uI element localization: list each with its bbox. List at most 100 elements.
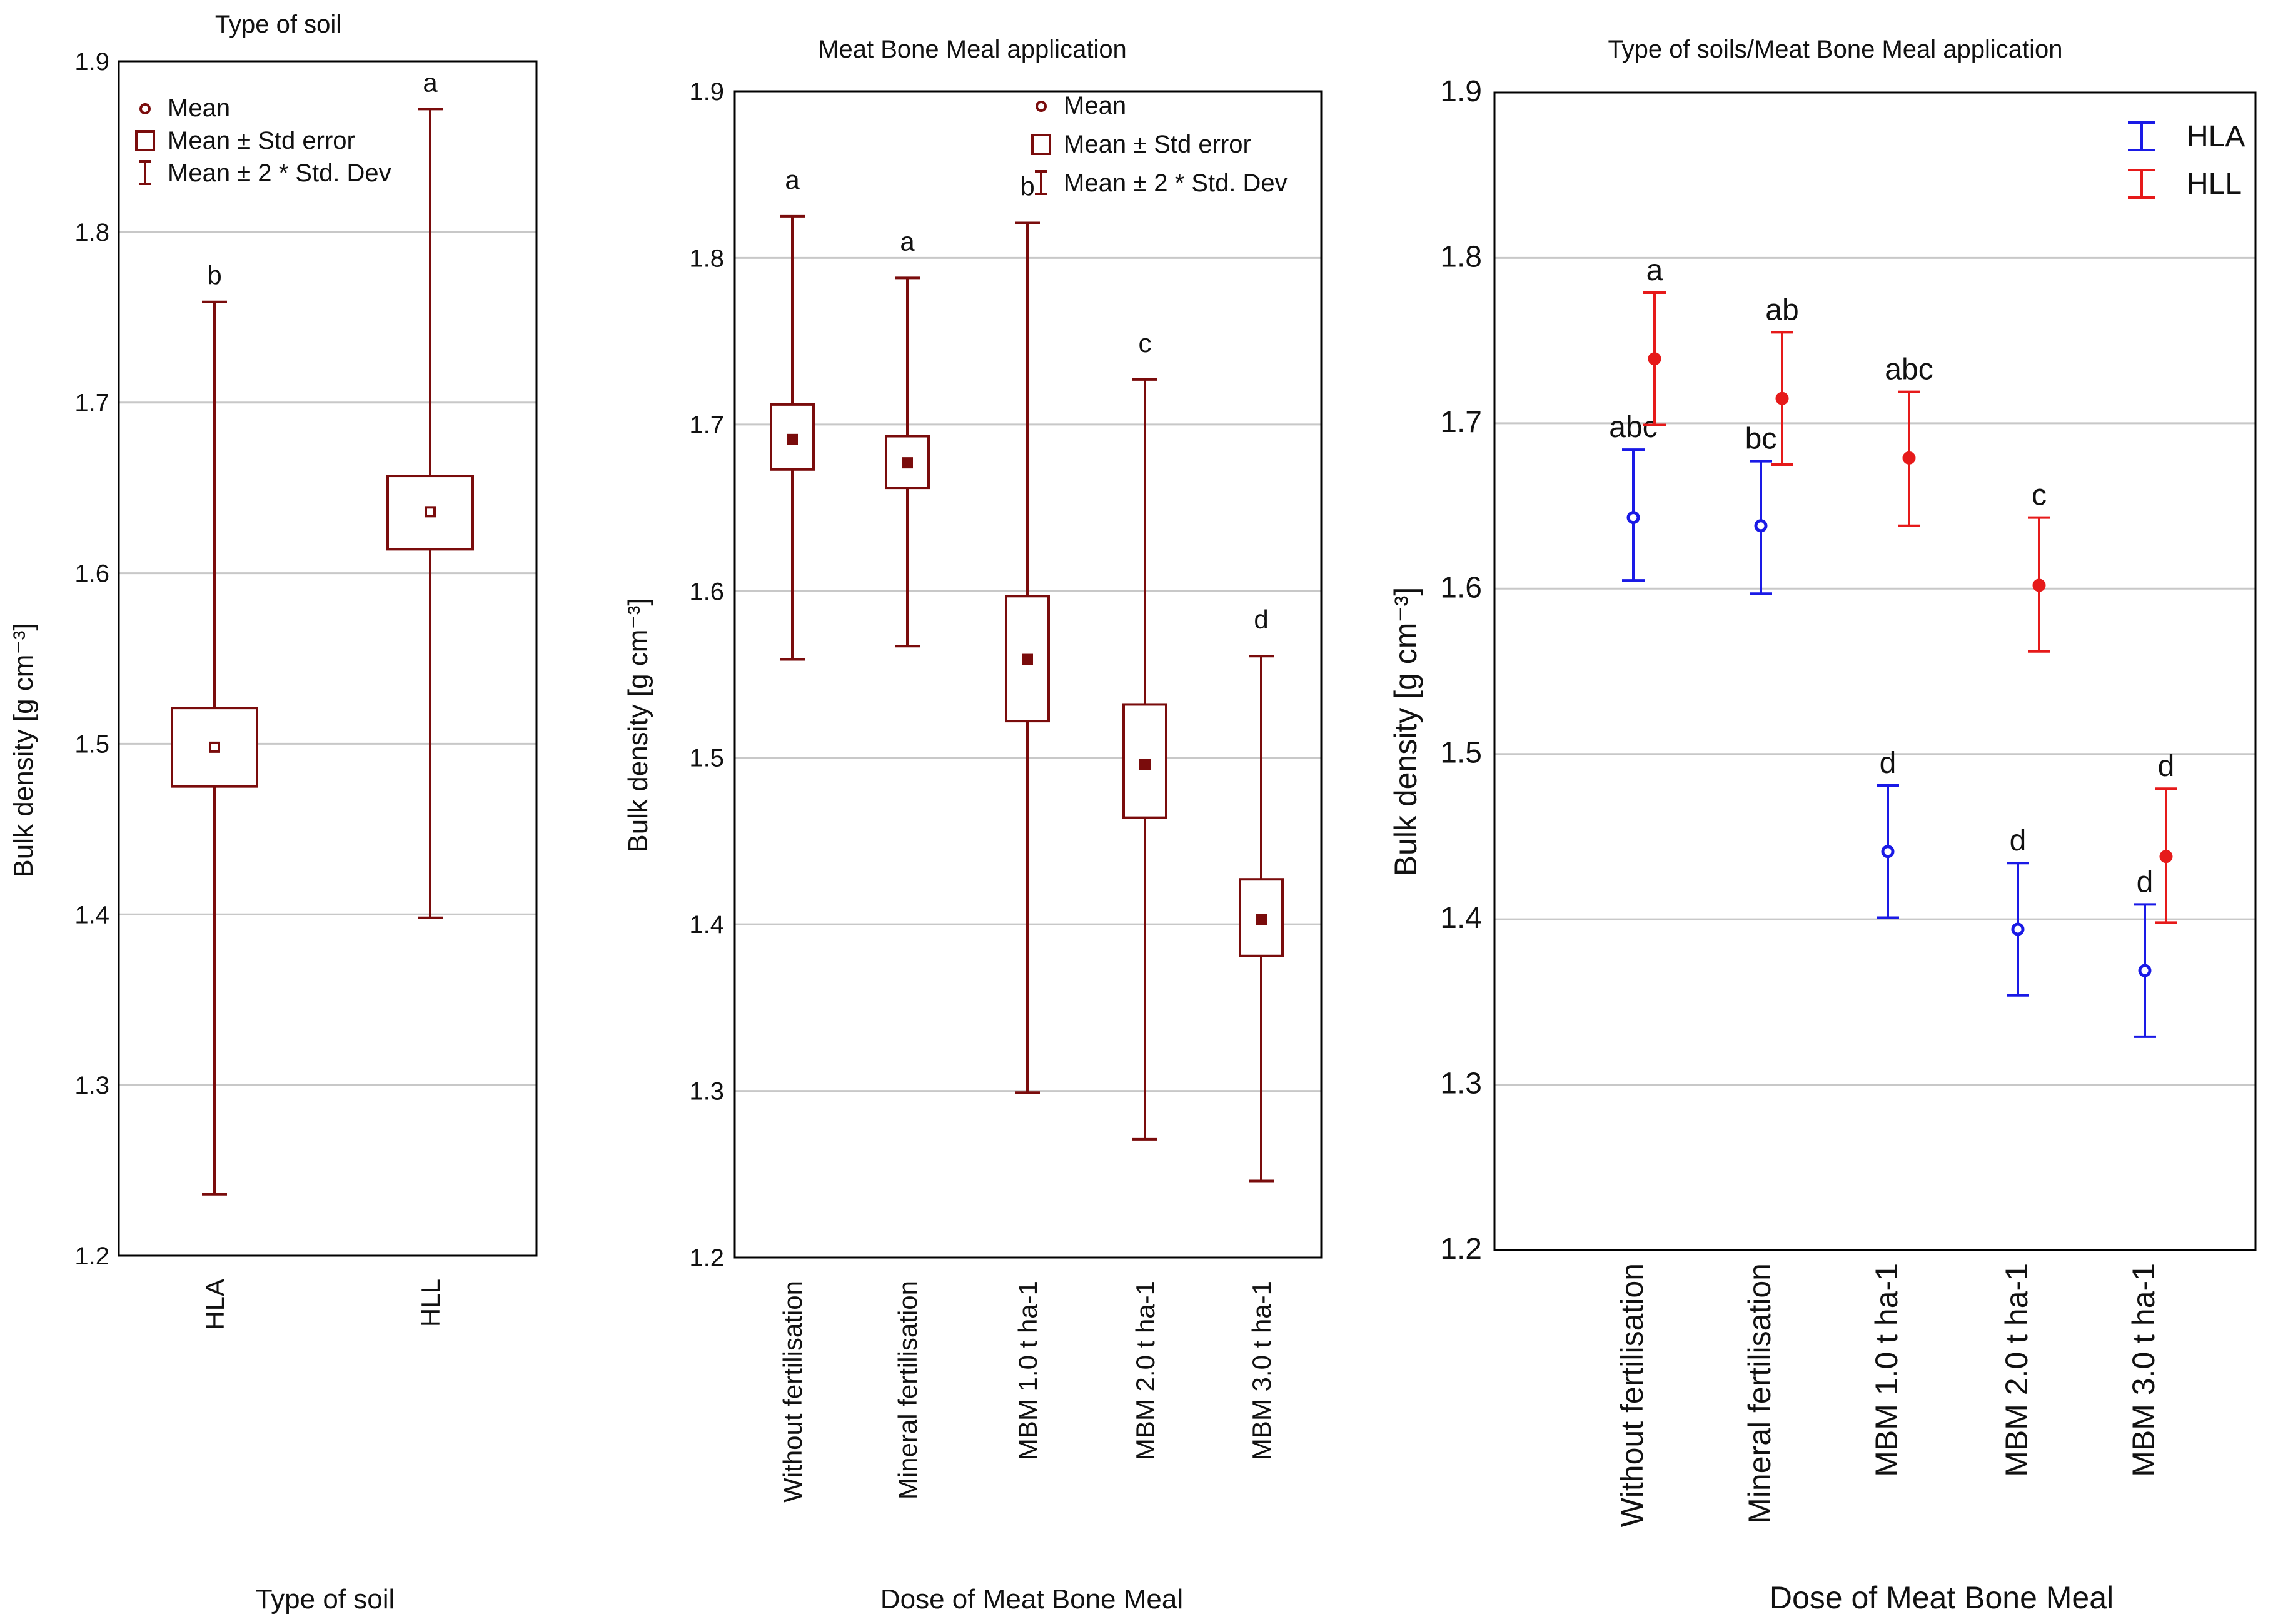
panel-3-y-axis-label: Bulk density [g cm⁻³] (1388, 587, 1423, 877)
y-tick-label: 1.8 (74, 219, 109, 246)
mean-point (1775, 391, 1789, 405)
mean-point (1648, 352, 1661, 366)
x-category-label: MBM 3.0 t ha-1 (2126, 1263, 2161, 1477)
y-tick-label: 1.6 (1440, 571, 1482, 604)
legend-mean-label: Mean (168, 94, 230, 122)
significance-letter: d (1880, 747, 1897, 780)
panel-1-title: Type of soil (215, 11, 341, 38)
legend-std-error-icon (135, 130, 155, 151)
y-tick-label: 1.5 (74, 730, 109, 758)
panel-2-x-axis-label: Dose of Meat Bone Meal (880, 1584, 1183, 1615)
y-tick-label: 1.2 (1440, 1233, 1482, 1266)
y-tick-label: 1.3 (689, 1078, 724, 1106)
panel-2-y-axis-label: Bulk density [g cm⁻³] (623, 598, 653, 852)
panel-3-plot-frame (1493, 91, 2257, 1251)
significance-letter: a (900, 226, 915, 256)
significance-letter: a (423, 68, 438, 97)
significance-letter: d (2010, 824, 2027, 857)
panel-3-x-axis-label: Dose of Meat Bone Meal (1770, 1580, 2114, 1615)
legend-std-dev-label: Mean ± 2 * Std. Dev (1064, 169, 1288, 197)
y-tick-label: 1.8 (1440, 240, 1482, 273)
significance-letter: abc (1609, 411, 1657, 444)
y-tick-label: 1.7 (689, 411, 724, 439)
x-category-label: MBM 2.0 t ha-1 (1131, 1281, 1160, 1460)
y-tick-label: 1.4 (1440, 902, 1482, 935)
mean-point (1902, 451, 1916, 465)
significance-letter: b (207, 261, 221, 290)
x-category-label: MBM 3.0 t ha-1 (1247, 1281, 1276, 1460)
significance-letter: ab (1765, 293, 1798, 326)
y-tick-label: 1.3 (74, 1072, 109, 1099)
panel-1-y-axis-label: Bulk density [g cm⁻³] (8, 623, 39, 877)
y-tick-label: 1.2 (689, 1244, 724, 1272)
panel-type-of-soil: Type of soil Type of soil Bulk density [… (8, 11, 538, 1615)
x-category-label: MBM 1.0 t ha-1 (1869, 1263, 1904, 1477)
mean-marker (1022, 653, 1033, 665)
mean-marker (1139, 759, 1151, 770)
mean-point (2011, 922, 2025, 936)
y-tick-label: 1.4 (74, 901, 109, 929)
y-tick-label: 1.5 (1440, 737, 1482, 770)
y-tick-label: 1.9 (689, 78, 724, 106)
panel-soil-by-mbm-application: Type of soils/Meat Bone Meal application… (1388, 36, 2257, 1615)
y-tick-label: 1.8 (689, 245, 724, 272)
mean-marker (787, 433, 798, 445)
panel-2-legend: Mean Mean ± Std error Mean ± 2 * Std. Dev (1031, 92, 1288, 197)
y-tick-label: 1.7 (1440, 406, 1482, 439)
panel-2-title: Meat Bone Meal application (818, 36, 1127, 63)
legend-mean-icon (1036, 101, 1047, 112)
std-error-box (171, 707, 258, 788)
legend-std-dev-label: Mean ± 2 * Std. Dev (168, 159, 391, 187)
mean-point (1626, 511, 1640, 525)
x-category-label: Without fertilisation (778, 1281, 807, 1503)
y-tick-label: 1.7 (74, 390, 109, 417)
panel-3-title: Type of soils/Meat Bone Meal application (1608, 36, 2062, 63)
x-category-label: Mineral fertilisation (893, 1281, 922, 1500)
x-category-label: MBM 1.0 t ha-1 (1013, 1281, 1042, 1460)
panel-2-plot-frame (733, 90, 1323, 1259)
significance-letter: d (2137, 865, 2154, 899)
legend-std-error-label: Mean ± Std error (1064, 131, 1251, 158)
y-tick-label: 1.9 (74, 48, 109, 76)
mean-marker (209, 741, 220, 753)
mean-point (2159, 850, 2173, 864)
significance-letter: b (1020, 171, 1034, 201)
mean-point (2032, 578, 2046, 592)
panel-1-x-axis-label: Type of soil (256, 1584, 395, 1615)
significance-letter: a (1646, 254, 1663, 287)
significance-letter: a (785, 165, 800, 194)
panel-1-plot-frame (118, 60, 538, 1257)
mean-point (1881, 845, 1895, 859)
mean-point (1754, 519, 1768, 533)
legend-series-label: HLL (2187, 168, 2242, 201)
legend-mean-label: Mean (1064, 92, 1126, 119)
x-category-label: Without fertilisation (1615, 1263, 1650, 1527)
x-category-label: Mineral fertilisation (1742, 1263, 1777, 1524)
y-tick-label: 1.6 (74, 560, 109, 588)
mean-marker (425, 506, 436, 518)
significance-letter: d (1254, 605, 1268, 634)
y-tick-label: 1.9 (1440, 75, 1482, 108)
legend-std-error-icon (1031, 134, 1051, 155)
panel-meat-bone-meal-application: Meat Bone Meal application Dose of Meat … (623, 36, 1323, 1615)
y-tick-label: 1.4 (689, 911, 724, 939)
legend-mean-icon (139, 103, 151, 114)
x-category-label: HLL (416, 1279, 445, 1327)
y-tick-label: 1.2 (74, 1243, 109, 1270)
significance-letter: bc (1745, 423, 1777, 456)
mean-marker (902, 457, 913, 469)
significance-letter: abc (1885, 353, 1933, 386)
significance-letter: c (1139, 328, 1152, 358)
panel-3-legend: HLA HLL (2128, 120, 2245, 201)
mean-point (2138, 964, 2152, 977)
panel-1-legend: Mean Mean ± Std error Mean ± 2 * Std. Dev (135, 94, 391, 187)
legend-std-error-label: Mean ± Std error (168, 127, 355, 154)
x-category-label: MBM 2.0 t ha-1 (1999, 1263, 2034, 1477)
legend-series-label: HLA (2187, 120, 2245, 153)
mean-marker (1256, 914, 1267, 925)
y-tick-label: 1.6 (689, 578, 724, 605)
y-tick-label: 1.5 (689, 745, 724, 772)
significance-letter: c (2032, 479, 2047, 512)
y-tick-label: 1.3 (1440, 1067, 1482, 1101)
